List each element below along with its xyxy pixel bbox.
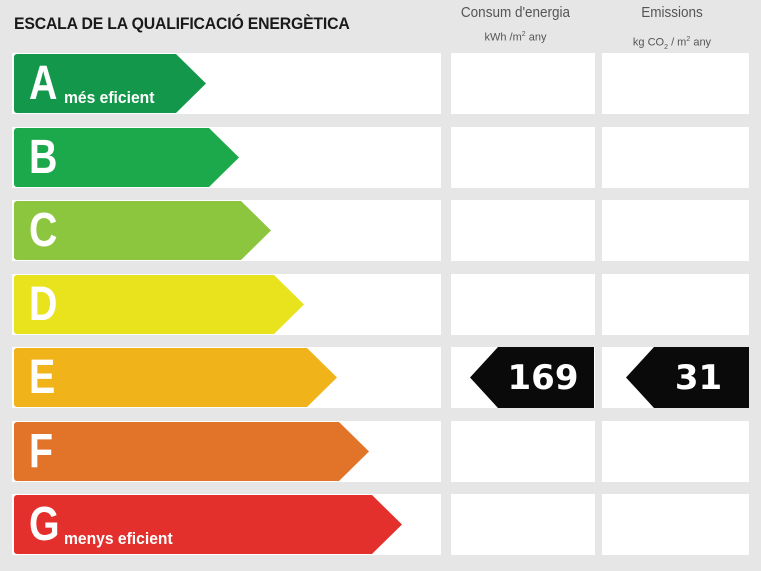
consum-cell bbox=[451, 53, 595, 114]
emissions-cell bbox=[602, 421, 749, 482]
consum-cell bbox=[451, 127, 595, 188]
rating-row-d: D bbox=[0, 274, 761, 335]
class-letter: C bbox=[29, 204, 58, 257]
class-letter: F bbox=[29, 425, 54, 478]
class-sublabel: menys eficient bbox=[64, 529, 173, 548]
consum-cell bbox=[451, 200, 595, 261]
emissions-cell bbox=[602, 494, 749, 555]
consum-value: 169 bbox=[507, 357, 579, 398]
consum-cell bbox=[451, 274, 595, 335]
class-arrow-c: C bbox=[14, 201, 271, 260]
class-arrow-d: D bbox=[14, 275, 304, 334]
consum-cell bbox=[451, 494, 595, 555]
emissions-header-unit: kg CO2 / m2 any bbox=[632, 36, 712, 51]
emissions-cell bbox=[602, 200, 749, 261]
class-sublabel: més eficient bbox=[64, 88, 155, 107]
consum-column-header: Consum d'energia kWh /m2 any bbox=[450, 3, 581, 46]
class-letter: D bbox=[29, 278, 58, 331]
rating-row-b: B bbox=[0, 127, 761, 188]
emissions-value: 31 bbox=[674, 357, 723, 398]
class-letter: B bbox=[29, 131, 58, 184]
class-letter: G bbox=[29, 498, 60, 551]
consum-cell bbox=[451, 421, 595, 482]
class-letter: E bbox=[29, 351, 56, 404]
class-arrow-b: B bbox=[14, 128, 239, 187]
consum-header-unit: kWh /m2 any bbox=[484, 31, 547, 44]
rating-row-e: E 169 31 bbox=[0, 347, 761, 408]
class-letter: A bbox=[29, 57, 58, 110]
rating-row-c: C bbox=[0, 200, 761, 261]
emissions-header-label: Emissions bbox=[641, 4, 703, 21]
rating-row-f: F bbox=[0, 421, 761, 482]
consum-value-badge: 169 bbox=[470, 347, 594, 408]
page-title: ESCALA DE LA QUALIFICACIÓ ENERGÈTICA bbox=[14, 14, 350, 33]
class-arrow-e: E bbox=[14, 348, 337, 407]
emissions-column-header: Emissions kg CO2 / m2 any bbox=[603, 3, 741, 56]
emissions-cell bbox=[602, 53, 749, 114]
emissions-cell bbox=[602, 127, 749, 188]
consum-header-label: Consum d'energia bbox=[460, 4, 571, 21]
emissions-cell bbox=[602, 274, 749, 335]
class-arrow-f: F bbox=[14, 422, 369, 481]
emissions-value-badge: 31 bbox=[626, 347, 749, 408]
